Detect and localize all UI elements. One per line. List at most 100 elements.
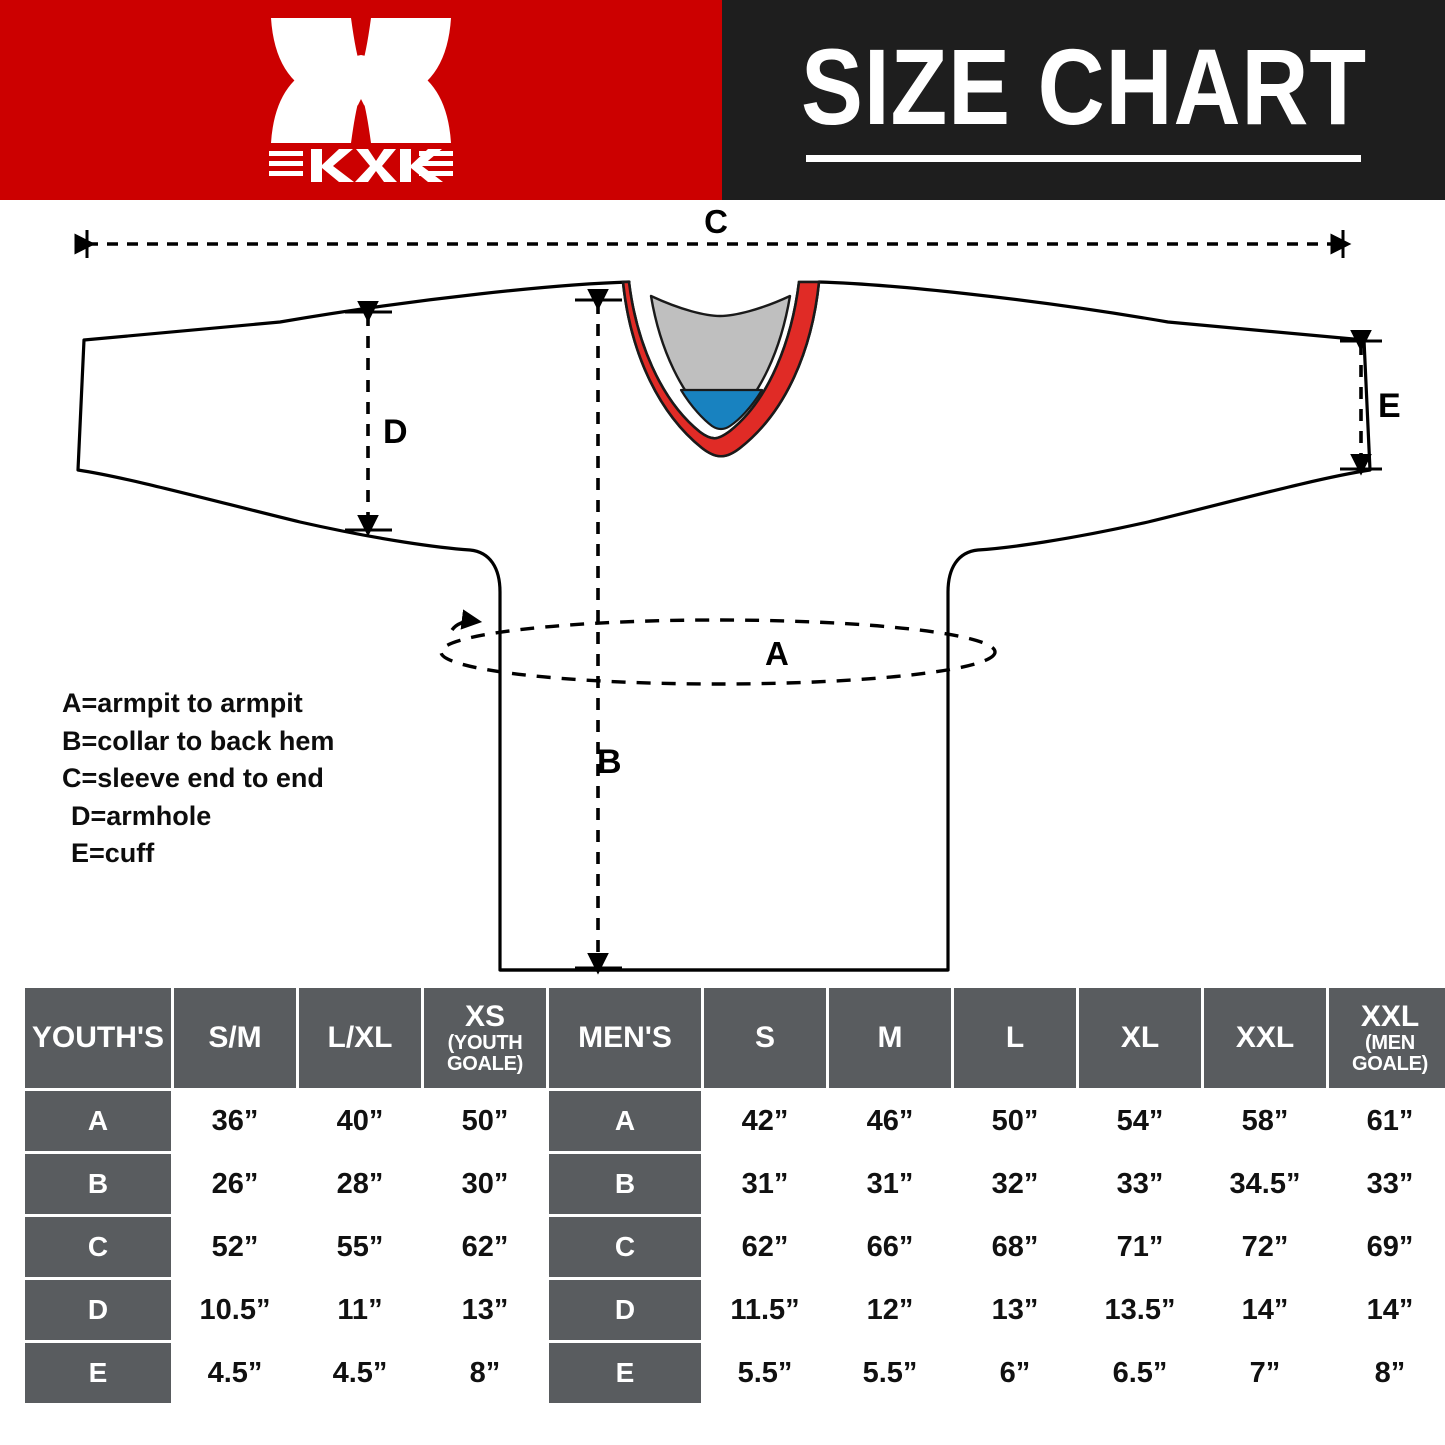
dimension-e xyxy=(1340,330,1382,476)
cell-men-B-2: 32” xyxy=(954,1154,1076,1214)
cell-men-C-4: 72” xyxy=(1204,1217,1326,1277)
row-label-youth-E: E xyxy=(25,1343,171,1403)
cell-men-C-1: 66” xyxy=(829,1217,951,1277)
header-youth-size-1-main: L/XL xyxy=(327,1021,393,1055)
cell-youth-D-2: 13” xyxy=(424,1280,546,1340)
row-label-men-B: B xyxy=(549,1154,701,1214)
cell-youth-A-1: 40” xyxy=(299,1091,421,1151)
header-men-size-0: S xyxy=(704,988,826,1088)
cell-men-C-5: 69” xyxy=(1329,1217,1445,1277)
table-header-row: YOUTH'S S/M L/XL XS (YOUTH GOALE) MEN'S S M L XL XX… xyxy=(25,988,1445,1088)
cell-men-C-2: 68” xyxy=(954,1217,1076,1277)
dimension-d-label: D xyxy=(383,413,408,451)
cell-men-D-2: 13” xyxy=(954,1280,1076,1340)
cell-youth-B-2: 30” xyxy=(424,1154,546,1214)
cell-men-B-4: 34.5” xyxy=(1204,1154,1326,1214)
dimension-e-label: E xyxy=(1378,387,1401,425)
dimension-c xyxy=(74,230,1352,258)
dimension-d xyxy=(345,301,392,537)
cell-youth-A-0: 36” xyxy=(174,1091,296,1151)
row-label-youth-C: C xyxy=(25,1217,171,1277)
cell-youth-C-2: 62” xyxy=(424,1217,546,1277)
table-row: C 52” 55” 62” C 62” 66” 68” 71” 72” 69” xyxy=(25,1217,1445,1277)
cell-youth-D-0: 10.5” xyxy=(174,1280,296,1340)
cell-youth-C-0: 52” xyxy=(174,1217,296,1277)
cell-men-D-4: 14” xyxy=(1204,1280,1326,1340)
jersey-technical-drawing: C xyxy=(74,203,1401,975)
cell-youth-C-1: 55” xyxy=(299,1217,421,1277)
header-men-size-5-main: XXL xyxy=(1360,1000,1420,1034)
header-youth-size-1: L/XL xyxy=(299,988,421,1088)
header-men-size-5-sub: (MEN GOALE) xyxy=(1352,1031,1428,1075)
header-youth: YOUTH'S xyxy=(25,988,171,1088)
cell-men-C-0: 62” xyxy=(704,1217,826,1277)
cell-men-C-3: 71” xyxy=(1079,1217,1201,1277)
legend-item-c: C=sleeve end to end xyxy=(62,763,324,794)
cell-youth-E-1: 4.5” xyxy=(299,1343,421,1403)
title-underline xyxy=(806,154,1361,162)
jersey-diagram: C xyxy=(0,200,1445,975)
cell-men-A-2: 50” xyxy=(954,1091,1076,1151)
cell-men-A-3: 54” xyxy=(1079,1091,1201,1151)
header-youth-size-2-main: XS xyxy=(464,1000,506,1034)
table-row: E 4.5” 4.5” 8” E 5.5” 5.5” 6” 6.5” 7” 8” xyxy=(25,1343,1445,1403)
legend-item-b: B=collar to back hem xyxy=(62,725,335,756)
header-youth-main: YOUTH'S xyxy=(31,1021,165,1055)
cell-men-E-1: 5.5” xyxy=(829,1343,951,1403)
cell-youth-B-0: 26” xyxy=(174,1154,296,1214)
header-youth-size-2-sub: (YOUTH GOALE) xyxy=(447,1031,523,1075)
dimension-b xyxy=(575,289,622,975)
cell-men-B-0: 31” xyxy=(704,1154,826,1214)
table-row: D 10.5” 11” 13” D 11.5” 12” 13” 13.5” 14” 14” xyxy=(25,1280,1445,1340)
row-label-youth-D: D xyxy=(25,1280,171,1340)
cell-men-B-5: 33” xyxy=(1329,1154,1445,1214)
row-label-men-E: E xyxy=(549,1343,701,1403)
header-men-size-2-main: L xyxy=(1005,1021,1025,1055)
header-youth-size-0-main: S/M xyxy=(208,1021,262,1055)
kxk-hourglass-logo-icon xyxy=(269,18,453,182)
header-men-size-4-main: XXL xyxy=(1235,1021,1295,1055)
cell-men-A-1: 46” xyxy=(829,1091,951,1151)
size-table: YOUTH'S S/M L/XL XS (YOUTH GOALE) MEN'S S M L XL XX… xyxy=(22,985,1445,1406)
header-youth-size-0: S/M xyxy=(174,988,296,1088)
header-men-size-2: L xyxy=(954,988,1076,1088)
cell-men-B-1: 31” xyxy=(829,1154,951,1214)
header-men-main: MEN'S xyxy=(578,1021,672,1055)
cell-men-D-3: 13.5” xyxy=(1079,1280,1201,1340)
cell-youth-E-2: 8” xyxy=(424,1343,546,1403)
header-men-size-0-main: S xyxy=(754,1021,775,1055)
table-row: A 36” 40” 50” A 42” 46” 50” 54” 58” 61” xyxy=(25,1091,1445,1151)
dimension-b-label: B xyxy=(597,743,622,781)
header-men-size-1-main: M xyxy=(877,1021,903,1055)
cell-men-E-0: 5.5” xyxy=(704,1343,826,1403)
header-men-size-3: XL xyxy=(1079,988,1201,1088)
cell-men-E-2: 6” xyxy=(954,1343,1076,1403)
header-youth-size-2: XS (YOUTH GOALE) xyxy=(424,988,546,1088)
dimension-a-label: A xyxy=(765,635,789,672)
row-label-men-D: D xyxy=(549,1280,701,1340)
page-header: SIZE CHART xyxy=(0,0,1445,200)
cell-men-A-4: 58” xyxy=(1204,1091,1326,1151)
row-label-men-C: C xyxy=(549,1217,701,1277)
header-men-size-5: XXL (MEN GOALE) xyxy=(1329,988,1445,1088)
cell-men-D-1: 12” xyxy=(829,1280,951,1340)
cell-men-D-5: 14” xyxy=(1329,1280,1445,1340)
cell-men-E-4: 7” xyxy=(1204,1343,1326,1403)
legend-item-d: D=armhole xyxy=(71,800,212,831)
table-row: B 26” 28” 30” B 31” 31” 32” 33” 34.5” 33” xyxy=(25,1154,1445,1214)
row-label-youth-A: A xyxy=(25,1091,171,1151)
cell-men-E-3: 6.5” xyxy=(1079,1343,1201,1403)
cell-men-D-0: 11.5” xyxy=(704,1280,826,1340)
header-men: MEN'S xyxy=(549,988,701,1088)
measurement-legend: A=armpit to armpit B=collar to back hem … xyxy=(62,685,482,873)
cell-men-E-5: 8” xyxy=(1329,1343,1445,1403)
cell-youth-E-0: 4.5” xyxy=(174,1343,296,1403)
row-label-youth-B: B xyxy=(25,1154,171,1214)
cell-youth-D-1: 11” xyxy=(299,1280,421,1340)
header-men-size-1: M xyxy=(829,988,951,1088)
cell-men-B-3: 33” xyxy=(1079,1154,1201,1214)
brand-panel xyxy=(0,0,722,200)
dimension-a xyxy=(439,609,997,686)
cell-men-A-0: 42” xyxy=(704,1091,826,1151)
